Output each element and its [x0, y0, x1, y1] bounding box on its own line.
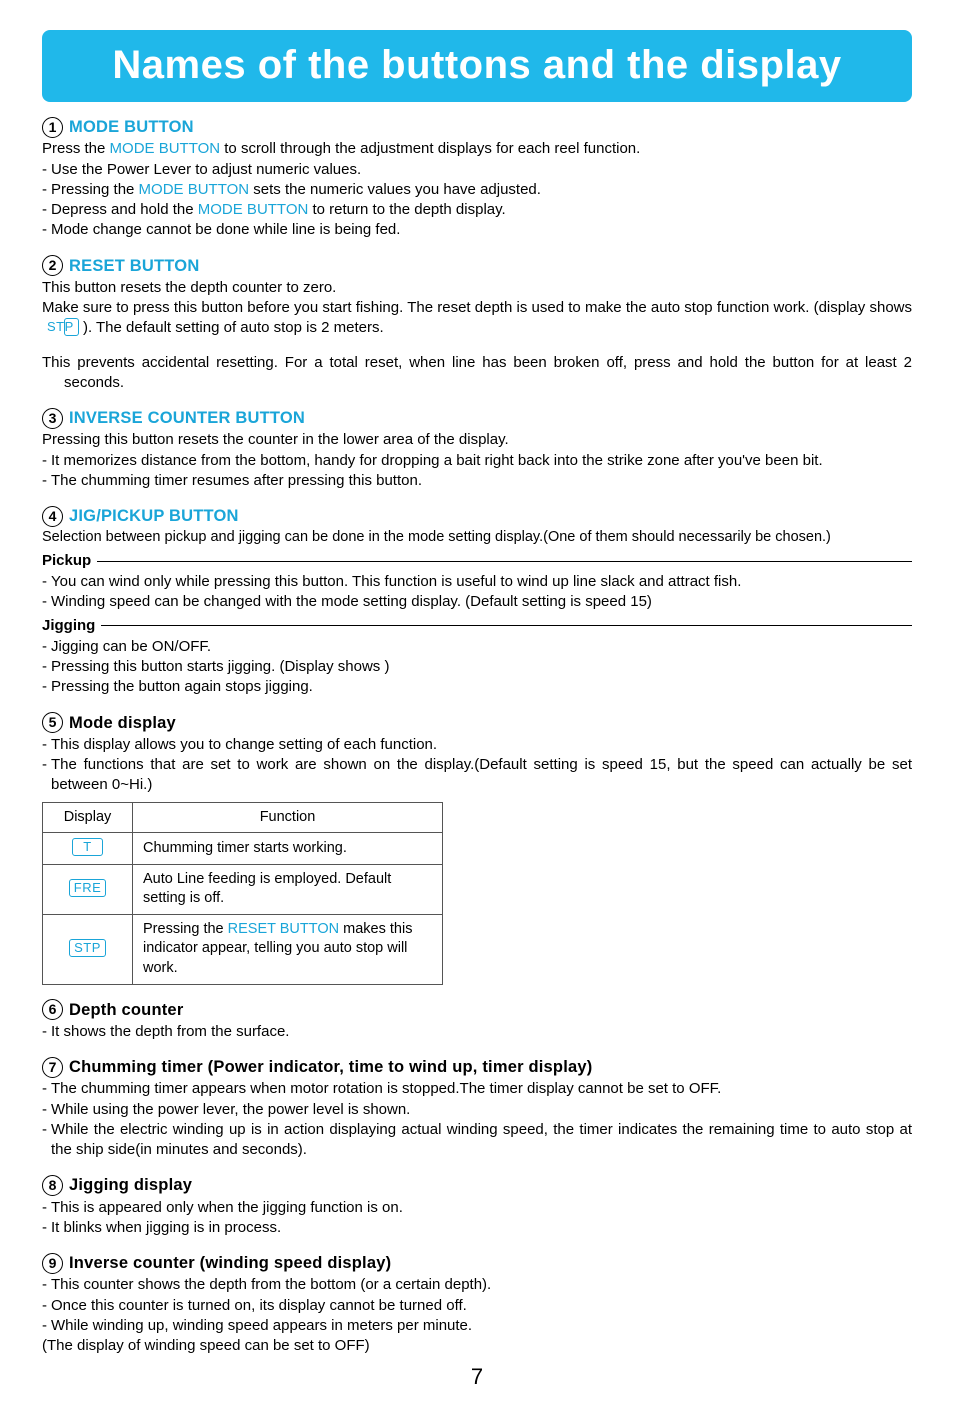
display-box-stp: STP [69, 939, 106, 957]
bullet-text: While winding up, winding speed appears … [51, 1316, 912, 1336]
keyword: RESET BUTTON [228, 921, 339, 937]
section-number-7: 7 [42, 1057, 63, 1078]
section-number-9: 9 [42, 1253, 63, 1274]
section-number-1: 1 [42, 117, 63, 138]
bullet-text: Winding speed can be changed with the mo… [51, 592, 912, 612]
body-text: Selection between pickup and jigging can… [42, 528, 912, 548]
body-text: Make sure to press this button before yo… [42, 298, 912, 339]
table-cell: Auto Line feeding is employed. Default s… [133, 864, 443, 914]
table-header-function: Function [133, 802, 443, 833]
section-number-8: 8 [42, 1175, 63, 1196]
section-title-5: Mode display [69, 712, 176, 734]
bullet-text: It shows the depth from the surface. [51, 1022, 912, 1042]
bullet-text: While using the power lever, the power l… [51, 1100, 912, 1120]
divider [101, 625, 912, 626]
title-banner: Names of the buttons and the display [42, 30, 912, 102]
table-row: STP Pressing the RESET BUTTON makes this… [43, 914, 443, 984]
table-cell: Chumming timer starts working. [133, 833, 443, 865]
section-title-9: Inverse counter (winding speed display) [69, 1252, 391, 1274]
table-row: FRE Auto Line feeding is employed. Defau… [43, 864, 443, 914]
table-cell: Pressing the RESET BUTTON makes this ind… [133, 914, 443, 984]
keyword: MODE BUTTON [139, 181, 250, 198]
table-header-display: Display [43, 802, 133, 833]
section-7: 7 Chumming timer (Power indicator, time … [42, 1056, 912, 1160]
subheading-pickup: Pickup [42, 551, 91, 571]
section-title-4: JIG/PICKUP BUTTON [69, 505, 239, 527]
keyword: MODE BUTTON [110, 140, 221, 157]
section-title-3: INVERSE COUNTER BUTTON [69, 407, 305, 429]
bullet-text: Jigging can be ON/OFF. [51, 637, 912, 657]
section-3: 3 INVERSE COUNTER BUTTON Pressing this b… [42, 407, 912, 491]
stp-indicator: STP [64, 318, 79, 336]
display-box-fre: FRE [69, 879, 107, 897]
body-text: (The display of winding speed can be set… [42, 1336, 912, 1356]
bullet-text: Depress and hold the MODE BUTTON to retu… [51, 200, 912, 220]
bullet-text: Pressing the MODE BUTTON sets the numeri… [51, 180, 912, 200]
bullet-text: The chumming timer resumes after pressin… [51, 471, 912, 491]
section-5: 5 Mode display -This display allows you … [42, 712, 912, 985]
section-number-3: 3 [42, 408, 63, 429]
body-text: This prevents accidental resetting. For … [42, 353, 912, 394]
table-row: T Chumming timer starts working. [43, 833, 443, 865]
subheading-jigging: Jigging [42, 616, 95, 636]
section-number-2: 2 [42, 255, 63, 276]
bullet-text: This is appeared only when the jigging f… [51, 1198, 912, 1218]
section-title-1: MODE BUTTON [69, 116, 194, 138]
bullet-text: It memorizes distance from the bottom, h… [51, 451, 912, 471]
bullet-text: Pressing this button starts jigging. (Di… [51, 657, 912, 677]
section-number-4: 4 [42, 506, 63, 527]
bullet-text: The chumming timer appears when motor ro… [51, 1079, 912, 1099]
section-6: 6 Depth counter -It shows the depth from… [42, 999, 912, 1043]
section-title-2: RESET BUTTON [69, 255, 199, 277]
section-2: 2 RESET BUTTON This button resets the de… [42, 255, 912, 394]
body-text: Press the MODE BUTTON to scroll through … [42, 139, 912, 159]
divider [97, 561, 912, 562]
section-number-5: 5 [42, 712, 63, 733]
body-text: Pressing this button resets the counter … [42, 430, 912, 450]
section-title-6: Depth counter [69, 999, 183, 1021]
bullet-text: The functions that are set to work are s… [51, 755, 912, 796]
bullet-text: Mode change cannot be done while line is… [51, 220, 912, 240]
bullet-text: This counter shows the depth from the bo… [51, 1275, 912, 1295]
bullet-text: While the electric winding up is in acti… [51, 1120, 912, 1161]
section-9: 9 Inverse counter (winding speed display… [42, 1252, 912, 1356]
display-function-table: Display Function T Chumming timer starts… [42, 802, 443, 985]
section-number-6: 6 [42, 999, 63, 1020]
bullet-text: It blinks when jigging is in process. [51, 1218, 912, 1238]
bullet-text: This display allows you to change settin… [51, 735, 912, 755]
section-4: 4 JIG/PICKUP BUTTON Selection between pi… [42, 505, 912, 698]
body-text: This button resets the depth counter to … [42, 278, 912, 298]
page-number: 7 [42, 1362, 912, 1392]
section-1: 1 MODE BUTTON Press the MODE BUTTON to s… [42, 116, 912, 241]
section-8: 8 Jigging display -This is appeared only… [42, 1174, 912, 1238]
bullet-text: Use the Power Lever to adjust numeric va… [51, 160, 912, 180]
bullet-text: Once this counter is turned on, its disp… [51, 1296, 912, 1316]
bullet-text: Pressing the button again stops jigging. [51, 677, 912, 697]
keyword: MODE BUTTON [198, 201, 309, 218]
section-title-8: Jigging display [69, 1174, 192, 1196]
display-box-t: T [72, 838, 102, 856]
section-title-7: Chumming timer (Power indicator, time to… [69, 1056, 592, 1078]
bullet-text: You can wind only while pressing this bu… [51, 572, 912, 592]
